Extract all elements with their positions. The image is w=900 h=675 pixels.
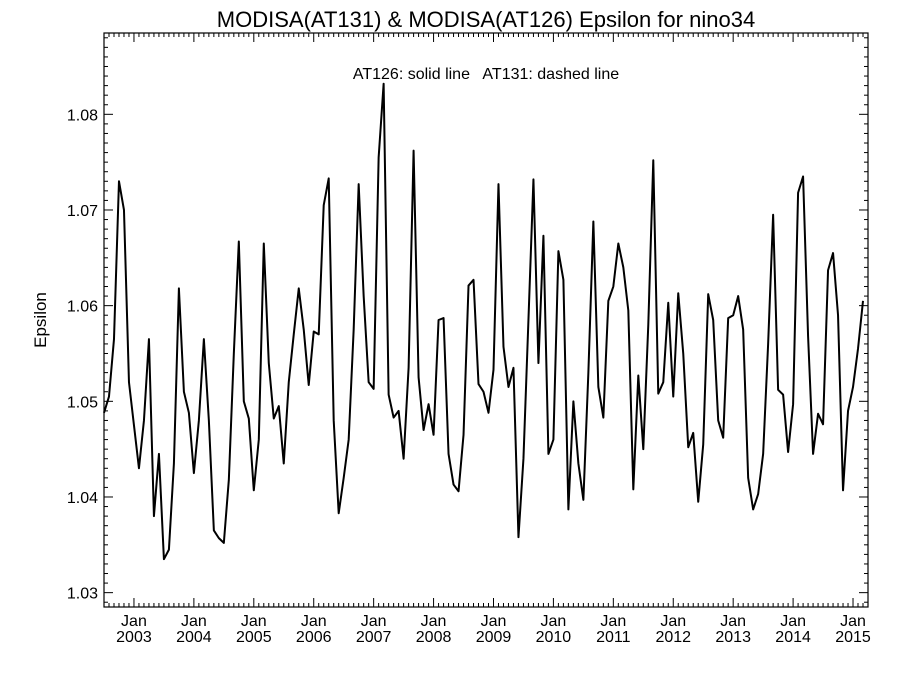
x-tick-month-label: Jan [660,613,686,630]
x-tick-month-label: Jan [780,613,806,630]
x-tick-month-label: Jan [361,613,387,630]
x-tick-month-label: Jan [481,613,507,630]
x-tick-year-label: 2003 [116,629,152,646]
x-tick-year-label: 2010 [536,629,572,646]
chart-title: MODISA(AT131) & MODISA(AT126) Epsilon fo… [217,7,755,32]
x-tick-month-label: Jan [301,613,327,630]
y-tick-label: 1.05 [67,394,98,411]
x-tick-year-label: 2007 [356,629,392,646]
x-tick-year-label: 2012 [655,629,691,646]
series-style-annotation: AT126: solid line AT131: dashed line [353,66,619,83]
series-line-at126 [103,82,865,561]
x-tick-month-label: Jan [541,613,567,630]
x-tick-year-label: 2006 [296,629,332,646]
x-tick-year-label: 2004 [176,629,212,646]
y-tick-label: 1.08 [67,107,98,124]
x-tick-year-label: 2015 [835,629,871,646]
x-tick-month-label: Jan [421,613,447,630]
x-tick-month-label: Jan [600,613,626,630]
x-tick-year-label: 2014 [775,629,811,646]
plot-frame [103,32,869,608]
y-tick-label: 1.04 [67,490,98,507]
x-tick-month-label: Jan [840,613,866,630]
x-tick-year-label: 2011 [596,629,631,646]
x-tick-month-label: Jan [720,613,746,630]
x-axis: Jan2003Jan2004Jan2005Jan2006Jan2007Jan20… [103,33,871,646]
y-tick-label: 1.07 [67,203,98,220]
x-tick-month-label: Jan [121,613,147,630]
y-tick-label: 1.06 [67,299,98,316]
x-tick-year-label: 2005 [236,629,272,646]
y-axis-label: Epsilon [31,292,50,348]
x-tick-month-label: Jan [181,613,207,630]
x-tick-year-label: 2008 [416,629,452,646]
y-tick-label: 1.03 [67,586,98,603]
x-tick-year-label: 2013 [715,629,751,646]
series-layer [103,82,865,561]
x-tick-month-label: Jan [241,613,267,630]
x-tick-year-label: 2009 [476,629,512,646]
